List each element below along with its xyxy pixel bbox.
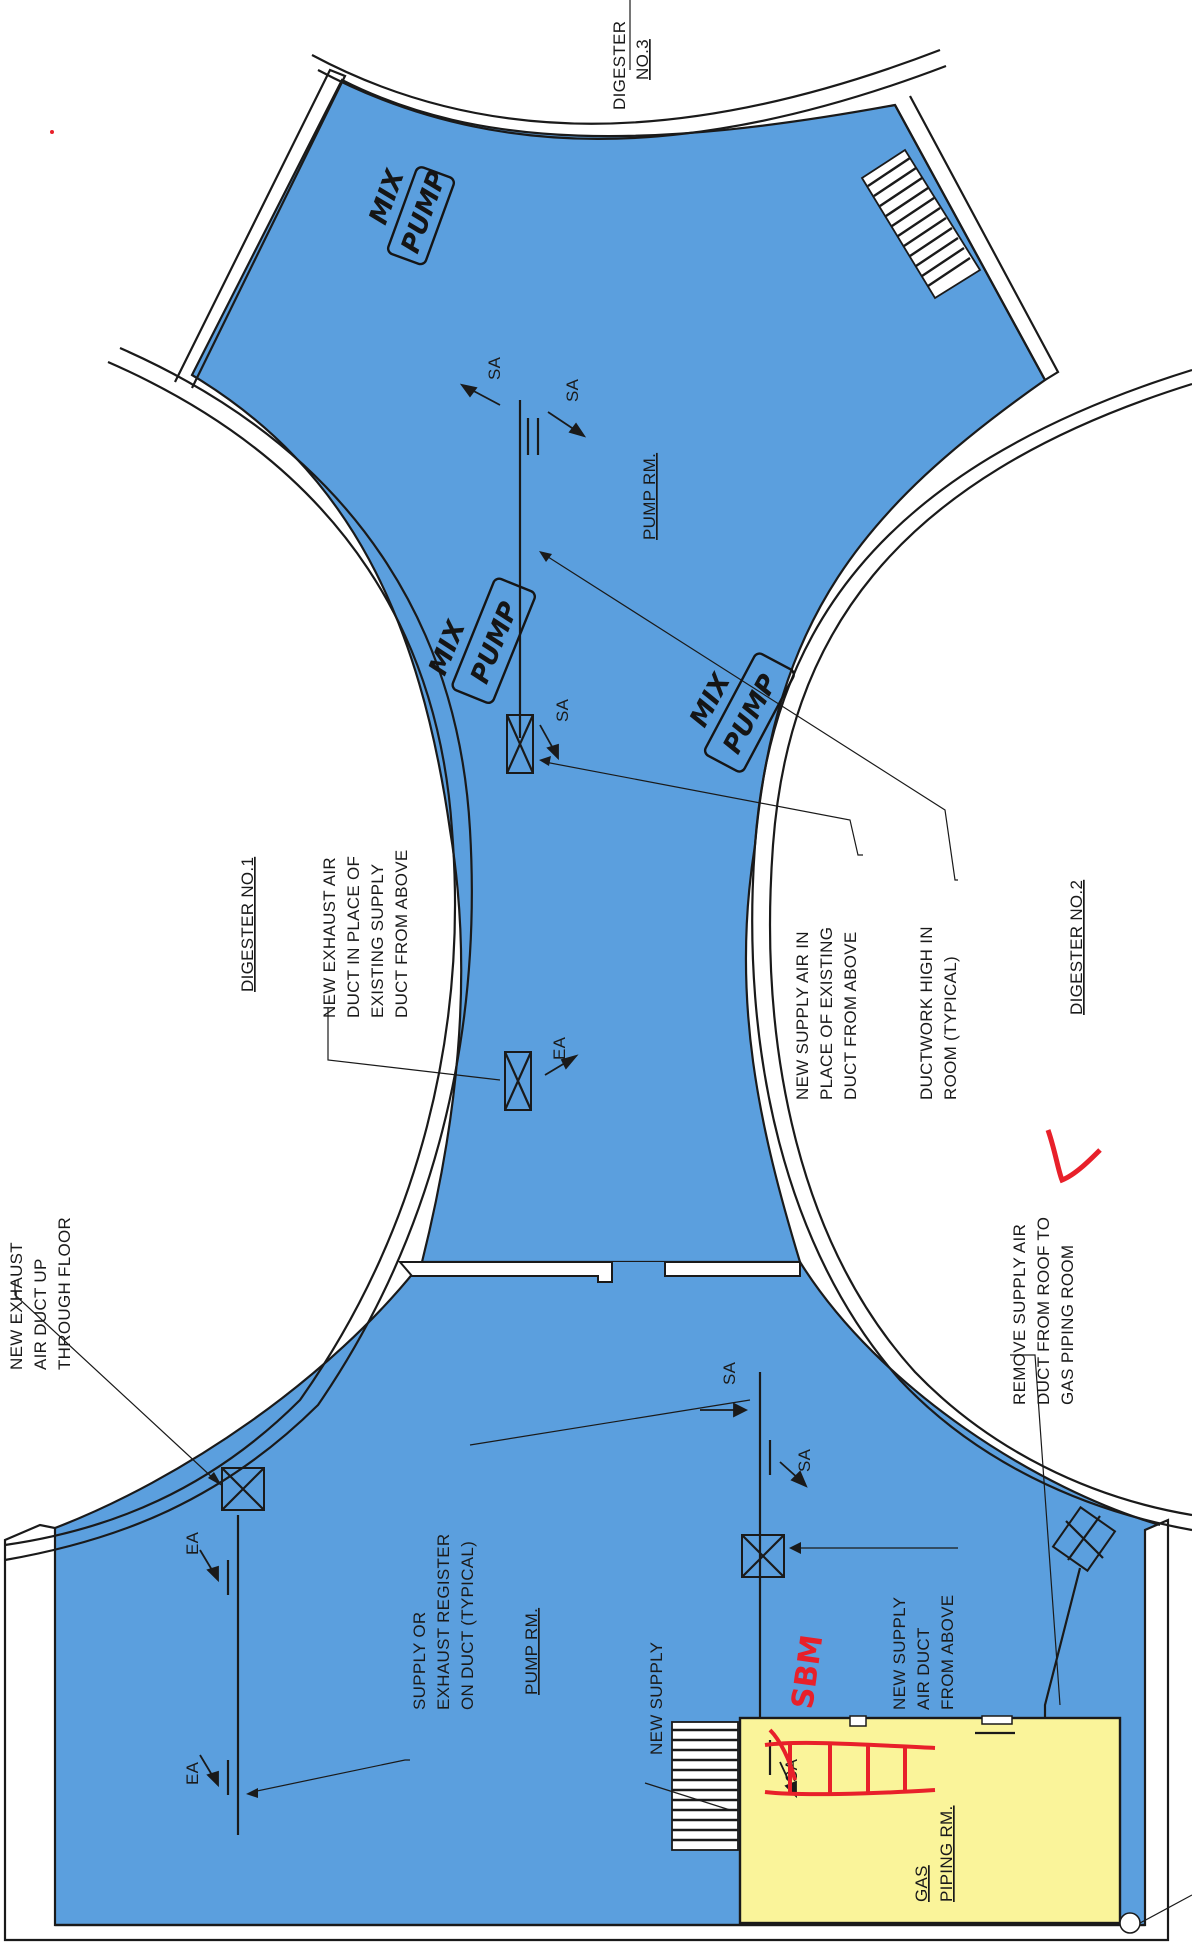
label-pump-rm-upper: PUMP RM. [640, 453, 659, 540]
register-upper-sa [506, 714, 534, 774]
svg-text:NEW EXHAUST AIR: NEW EXHAUST AIR [320, 857, 339, 1018]
stair-upper-right [860, 148, 982, 300]
svg-text:AIR DUCT: AIR DUCT [914, 1627, 933, 1710]
digester-1-wall [4, 360, 457, 1547]
svg-text:DUCT IN PLACE OF: DUCT IN PLACE OF [344, 856, 363, 1018]
interior-wall-right [664, 1261, 801, 1277]
gas-piping-room-fill [738, 1716, 1122, 1925]
ductwork [221, 400, 1117, 1835]
tag-sa-1: SA [485, 356, 504, 380]
tag-ea-3: EA [183, 1761, 202, 1785]
tag-ea-1: EA [550, 1036, 569, 1060]
label-digester-1: DIGESTER NO.1 [238, 857, 257, 992]
svg-text:FROM ABOVE: FROM ABOVE [938, 1595, 957, 1710]
label-gas-piping-line2: PIPING RM. [937, 1805, 956, 1902]
svg-text:PLACE OF EXISTING: PLACE OF EXISTING [817, 927, 836, 1100]
svg-text:AIR DUCT UP: AIR DUCT UP [31, 1258, 50, 1370]
svg-text:REMOVE SUPPLY AIR: REMOVE SUPPLY AIR [1010, 1224, 1029, 1405]
svg-text:EXISTING SUPPLY: EXISTING SUPPLY [368, 864, 387, 1018]
label-pump-rm-lower: PUMP RM. [522, 1608, 541, 1695]
pump-room-area [54, 78, 1161, 1925]
interior-wall-left [397, 1261, 613, 1283]
pump-room-lower-outline [54, 1261, 1161, 1530]
digester-2-wall [751, 368, 1192, 1532]
svg-text:ROOM (TYPICAL): ROOM (TYPICAL) [941, 956, 960, 1100]
svg-text:DUCT FROM ROOF TO: DUCT FROM ROOF TO [1034, 1217, 1053, 1405]
digester-3-wall [311, 48, 941, 125]
svg-text:NEW EXHAUST: NEW EXHAUST [7, 1242, 26, 1370]
tag-sa-5: SA [795, 1448, 814, 1472]
note-register-typical: SUPPLY OR EXHAUST REGISTER ON DUCT (TYPI… [410, 1534, 477, 1710]
tag-sa-4: SA [720, 1361, 739, 1385]
note-supply-from-above: NEW SUPPLY AIR DUCT FROM ABOVE [890, 1595, 957, 1710]
note-remove-supply: REMOVE SUPPLY AIR DUCT FROM ROOF TO GAS … [1010, 1217, 1077, 1405]
register-upper-ea [504, 1051, 532, 1111]
note-exhaust-up-floor: NEW EXHAUST AIR DUCT UP THROUGH FLOOR [7, 1217, 74, 1370]
register-lower-sa [741, 1534, 785, 1578]
svg-text:ON DUCT (TYPICAL): ON DUCT (TYPICAL) [458, 1541, 477, 1710]
tag-sa-3: SA [553, 698, 572, 722]
svg-text:NEW SUPPLY AIR IN: NEW SUPPLY AIR IN [793, 931, 812, 1100]
note-ductwork-high: DUCTWORK HIGH IN ROOM (TYPICAL) [917, 926, 960, 1100]
register-floor-ea [221, 1467, 265, 1511]
label-digester-3-line1: DIGESTER [610, 21, 629, 110]
note-new-supply: NEW SUPPLY [647, 1642, 666, 1755]
red-checkmark [1045, 1129, 1102, 1184]
stair-lower [671, 1721, 739, 1851]
pump-room-upper-fill [190, 78, 1047, 1264]
red-markup: SBM [50, 130, 1102, 1797]
svg-text:GAS PIPING ROOM: GAS PIPING ROOM [1058, 1245, 1077, 1405]
digester-walls [4, 48, 1192, 1562]
label-gas-piping-line1: GAS [912, 1865, 931, 1902]
svg-text:SUPPLY OR: SUPPLY OR [410, 1612, 429, 1710]
svg-text:DUCT FROM ABOVE: DUCT FROM ABOVE [392, 849, 411, 1018]
svg-text:THROUGH FLOOR: THROUGH FLOOR [55, 1217, 74, 1370]
label-digester-3-line2: NO.3 [633, 39, 652, 80]
tag-sa-2: SA [563, 378, 582, 402]
note-supply-in-place: NEW SUPPLY AIR IN PLACE OF EXISTING DUCT… [793, 927, 860, 1100]
note-exhaust-in-place: NEW EXHAUST AIR DUCT IN PLACE OF EXISTIN… [320, 849, 411, 1018]
svg-text:NEW SUPPLY: NEW SUPPLY [890, 1597, 909, 1710]
label-digester-2: DIGESTER NO.2 [1067, 880, 1086, 1015]
svg-text:DUCT FROM ABOVE: DUCT FROM ABOVE [841, 931, 860, 1100]
leader-lines [14, 551, 1061, 1811]
tag-ea-2: EA [183, 1531, 202, 1555]
building-walls [3, 68, 1170, 1942]
svg-text:EXHAUST REGISTER: EXHAUST REGISTER [434, 1534, 453, 1710]
svg-text:DUCTWORK HIGH IN: DUCTWORK HIGH IN [917, 926, 936, 1100]
